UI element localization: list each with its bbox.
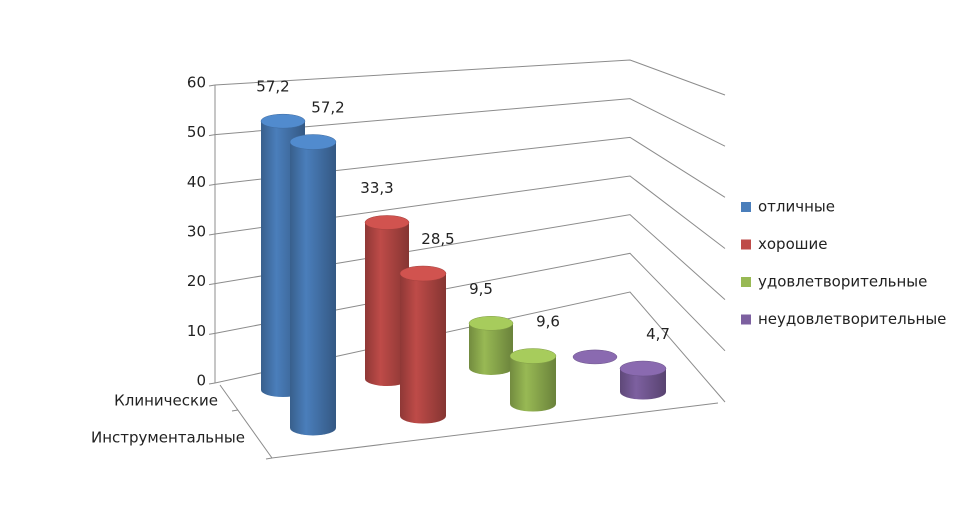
category-label: Клинические [114,392,218,410]
grid-line [214,136,726,198]
value-label: 4,7 [646,325,670,343]
value-label: 57,2 [311,99,344,117]
grid-line [214,59,726,96]
y-tick [208,283,216,286]
cylinder-top [364,215,410,230]
cylinder-body [400,273,446,424]
legend-label: удовлетворительные [758,273,927,291]
y-tick [208,233,216,236]
legend-label: хорошие [758,235,827,253]
y-tick-label: 40 [187,173,206,191]
y-tick [208,183,216,186]
grid-line [214,175,726,249]
walls: 0 10 20 30 40 50 60 [187,59,726,460]
cylinder-top [260,113,306,129]
legend-swatch [741,314,751,325]
value-label: 33,3 [360,179,393,197]
labels: Клинические Инструментальные 57,2 33,3 9,5 57… [91,78,946,447]
cylinder-top [572,349,618,365]
y-tick [208,134,216,137]
y-tick [208,332,216,335]
cylinder-body [290,142,336,436]
grid-line [214,252,726,352]
y-tick [208,84,216,87]
legend-swatch [741,202,751,212]
y-tick-label: 30 [187,223,206,241]
cylinder-body [365,222,409,386]
depth-tick [265,457,273,460]
depth-tick [231,409,239,412]
cylinder-top [468,316,514,331]
y-tick-label: 50 [187,123,206,141]
cylinder-top [509,348,557,364]
value-label: 57,2 [256,78,289,96]
value-label: 28,5 [421,230,454,248]
cylinder-body [469,323,513,375]
category-label: Инструментальные [91,429,245,447]
y-tick-label: 60 [187,74,206,92]
legend-label: отличные [758,198,835,216]
cylinder-body [620,368,666,400]
cylinder-top [289,134,337,150]
y-tick [208,382,216,385]
value-label: 9,6 [536,313,560,331]
legend-swatch [741,239,751,250]
cylinder-body [510,356,556,412]
grid-line [214,214,726,301]
grid-line [214,98,726,147]
legend-swatch [741,277,751,287]
grid-line [214,291,726,403]
plot [260,113,667,436]
cylinder-top [619,360,667,377]
y-tick-label: 20 [187,272,206,290]
value-label: 9,5 [469,280,493,298]
legend-label: неудовлетворительные [758,310,946,328]
cylinder-top [399,265,447,282]
y-tick-label: 10 [187,322,206,340]
y-tick-label: 0 [196,372,206,390]
